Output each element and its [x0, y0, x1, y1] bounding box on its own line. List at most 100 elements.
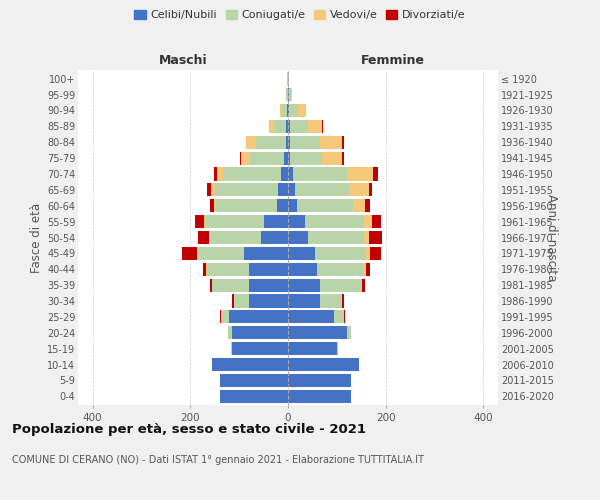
Bar — [347, 168, 373, 180]
Bar — [208, 262, 249, 276]
Bar — [232, 342, 288, 355]
Bar — [322, 120, 323, 133]
Bar — [222, 310, 229, 324]
Bar — [217, 168, 223, 180]
Bar — [256, 136, 286, 148]
Bar — [288, 88, 289, 101]
Bar — [278, 184, 288, 196]
Bar — [261, 231, 288, 244]
Bar — [370, 247, 381, 260]
Bar — [195, 215, 204, 228]
Bar — [249, 278, 288, 291]
Bar — [231, 342, 232, 355]
Bar — [228, 326, 232, 340]
Bar — [361, 278, 362, 291]
Bar — [320, 278, 361, 291]
Bar — [288, 247, 315, 260]
Bar — [289, 104, 298, 117]
Bar — [287, 104, 288, 117]
Text: Maschi: Maschi — [158, 54, 208, 68]
Bar — [342, 294, 344, 308]
Bar — [220, 374, 288, 387]
Bar — [234, 294, 249, 308]
Bar — [364, 231, 368, 244]
Bar — [373, 215, 381, 228]
Bar — [288, 136, 290, 148]
Bar — [207, 184, 211, 196]
Bar — [210, 199, 214, 212]
Bar — [342, 136, 344, 148]
Bar — [288, 390, 352, 403]
Bar — [206, 262, 208, 276]
Bar — [215, 184, 278, 196]
Bar — [288, 152, 290, 164]
Bar — [298, 104, 305, 117]
Bar — [364, 262, 366, 276]
Bar — [263, 215, 288, 228]
Bar — [212, 358, 288, 371]
Bar — [241, 152, 250, 164]
Bar — [288, 104, 289, 117]
Bar — [232, 326, 288, 340]
Bar — [198, 231, 209, 244]
Bar — [290, 136, 320, 148]
Bar — [342, 152, 344, 164]
Bar — [250, 152, 284, 164]
Bar — [290, 120, 308, 133]
Bar — [288, 231, 308, 244]
Bar — [288, 199, 297, 212]
Bar — [320, 136, 342, 148]
Text: Popolazione per età, sesso e stato civile - 2021: Popolazione per età, sesso e stato civil… — [12, 422, 366, 436]
Bar — [214, 199, 216, 212]
Bar — [182, 247, 197, 260]
Bar — [353, 199, 365, 212]
Bar — [220, 390, 288, 403]
Bar — [286, 88, 287, 101]
Bar — [288, 342, 337, 355]
Bar — [364, 215, 373, 228]
Bar — [204, 215, 205, 228]
Bar — [334, 310, 344, 324]
Bar — [289, 88, 292, 101]
Bar — [240, 152, 241, 164]
Bar — [210, 231, 261, 244]
Bar — [221, 310, 222, 324]
Bar — [362, 278, 365, 291]
Bar — [308, 120, 322, 133]
Bar — [249, 262, 288, 276]
Bar — [216, 199, 277, 212]
Bar — [245, 136, 247, 148]
Bar — [288, 215, 305, 228]
Bar — [214, 168, 217, 180]
Bar — [203, 262, 206, 276]
Bar — [277, 199, 288, 212]
Bar — [288, 262, 317, 276]
Bar — [288, 358, 359, 371]
Bar — [288, 374, 352, 387]
Text: COMUNE DI CERANO (NO) - Dati ISTAT 1° gennaio 2021 - Elaborazione TUTTITALIA.IT: COMUNE DI CERANO (NO) - Dati ISTAT 1° ge… — [12, 455, 424, 465]
Bar — [232, 294, 234, 308]
Bar — [322, 152, 342, 164]
Bar — [288, 120, 290, 133]
Bar — [349, 184, 368, 196]
Bar — [282, 104, 287, 117]
Text: Femmine: Femmine — [361, 54, 425, 68]
Y-axis label: Anni di nascita: Anni di nascita — [545, 194, 558, 281]
Bar — [288, 294, 320, 308]
Bar — [288, 326, 347, 340]
Bar — [269, 120, 274, 133]
Bar — [223, 168, 281, 180]
Bar — [280, 104, 282, 117]
Bar — [286, 136, 288, 148]
Bar — [373, 168, 379, 180]
Y-axis label: Fasce di età: Fasce di età — [29, 202, 43, 272]
Bar — [347, 326, 352, 340]
Bar — [295, 184, 349, 196]
Bar — [315, 247, 366, 260]
Legend: Celibi/Nubili, Coniugati/e, Vedovi/e, Divorziati/e: Celibi/Nubili, Coniugati/e, Vedovi/e, Di… — [130, 6, 470, 25]
Bar — [249, 294, 288, 308]
Bar — [244, 247, 288, 260]
Bar — [247, 136, 256, 148]
Bar — [286, 120, 288, 133]
Bar — [288, 278, 320, 291]
